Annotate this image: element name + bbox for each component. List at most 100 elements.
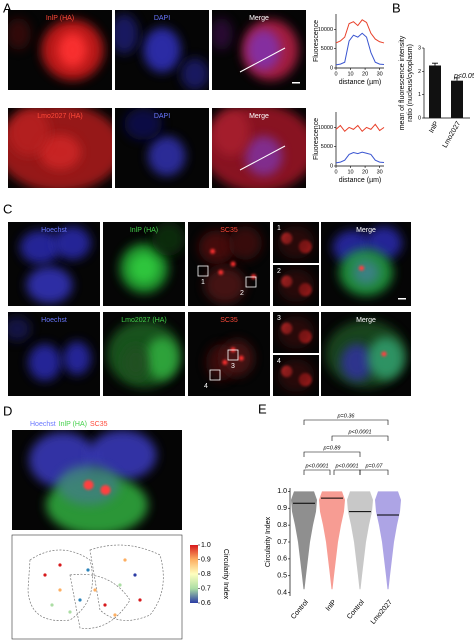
y-axis-label: Circularity Index: [265, 516, 272, 567]
cell: [352, 259, 380, 285]
cell: [28, 343, 62, 381]
y-tick-label: 10000: [318, 125, 333, 131]
channel-label: SC35: [220, 227, 238, 234]
x-tick-label: 0: [334, 169, 337, 175]
cell: [8, 18, 31, 50]
foci: [58, 588, 62, 592]
foci: [133, 573, 137, 577]
micrograph: [212, 108, 306, 188]
category-label: Control: [290, 599, 310, 621]
y-tick-label: 0: [418, 115, 421, 121]
profile-line: [335, 19, 385, 44]
image-content: [8, 18, 104, 81]
colorbar: [190, 545, 198, 603]
cell: [277, 359, 315, 392]
cell: [124, 108, 162, 140]
micrograph: [273, 312, 319, 353]
foci: [50, 603, 54, 607]
micrograph: [12, 430, 182, 530]
cell-outline: [89, 544, 164, 621]
channel-label: Merge: [356, 317, 376, 324]
channel-label: Lmo2027 (HA): [37, 113, 83, 120]
foci: [113, 613, 117, 617]
panel-label: D: [3, 403, 12, 418]
cell: [212, 108, 250, 156]
cell: [230, 261, 236, 267]
distribution: [347, 491, 373, 590]
category-label: Lmo2027: [442, 120, 463, 149]
profile-line: [335, 32, 385, 66]
micrograph: [321, 312, 411, 396]
cell: [204, 266, 246, 304]
y-tick-label: 0.6: [277, 556, 287, 563]
error-bar: [454, 77, 460, 81]
cell: [88, 430, 157, 480]
bracket: [333, 469, 361, 475]
category-label: Control: [346, 599, 366, 621]
p-value: p<0.0001: [304, 463, 328, 469]
micrograph: [115, 108, 209, 188]
cell: [244, 136, 283, 176]
image-content: [325, 320, 407, 388]
cell: [218, 269, 224, 275]
inset-label: 1: [277, 225, 281, 232]
scale-bar: [398, 298, 406, 300]
x-axis-label: distance (µm): [339, 177, 382, 184]
foci: [103, 603, 107, 607]
bar: [429, 65, 441, 118]
x-tick-label: 10: [347, 71, 353, 77]
micrograph: [321, 222, 411, 306]
micrograph: [273, 222, 319, 263]
colorbar-label: Circularity Index: [222, 549, 229, 600]
p-value: p=0.07: [365, 463, 384, 469]
y-tick-label: 0.4: [277, 589, 287, 596]
micrograph: [188, 312, 270, 396]
colorbar-tick-label: 0.6: [201, 600, 211, 607]
foci: [86, 568, 90, 572]
image-content: [119, 222, 185, 294]
channel-label: SC35: [220, 317, 238, 324]
y-axis-label: ratio (nucleus/cytoplasm): [407, 44, 414, 122]
micrograph: [188, 222, 270, 306]
profile-line: [335, 151, 385, 164]
cell: [57, 32, 88, 68]
roi-label: 2: [240, 290, 244, 297]
foci: [123, 558, 127, 562]
cell-outline: [27, 549, 93, 621]
cell: [277, 269, 315, 302]
cell: [115, 14, 139, 54]
panel-label: B: [392, 0, 401, 15]
cell: [143, 27, 181, 73]
image-content: [277, 316, 315, 349]
channel-label: InlP (HA): [130, 227, 158, 234]
cell: [123, 345, 149, 380]
y-tick-label: 3: [418, 45, 421, 51]
circularity-map: [11, 534, 183, 640]
micrograph: [273, 265, 319, 306]
cell: [198, 230, 235, 264]
map-frame: [11, 534, 183, 640]
cell: [238, 355, 244, 361]
y-axis-label: Fluorescence: [313, 118, 320, 160]
panel-label: C: [3, 201, 12, 216]
cell: [100, 485, 111, 495]
y-tick-label: 0.8: [277, 522, 287, 529]
image-content: [124, 108, 186, 176]
bracket: [303, 451, 361, 457]
inset-label: 3: [277, 315, 281, 322]
cell: [8, 316, 31, 342]
foci: [118, 583, 122, 587]
channel-label: Lmo2027 (HA): [121, 317, 167, 324]
y-tick-label: 0.9: [277, 505, 287, 512]
legend-entry: SC35: [90, 421, 108, 428]
y-tick-label: 1: [418, 92, 421, 98]
roi-label: 3: [231, 363, 235, 370]
cell: [222, 359, 228, 365]
micrograph: [8, 222, 100, 306]
x-tick-label: 30: [377, 71, 383, 77]
panel-label: A: [3, 0, 12, 15]
cell: [246, 29, 281, 71]
cell: [367, 337, 404, 380]
p-value: p<0.0001: [334, 463, 358, 469]
